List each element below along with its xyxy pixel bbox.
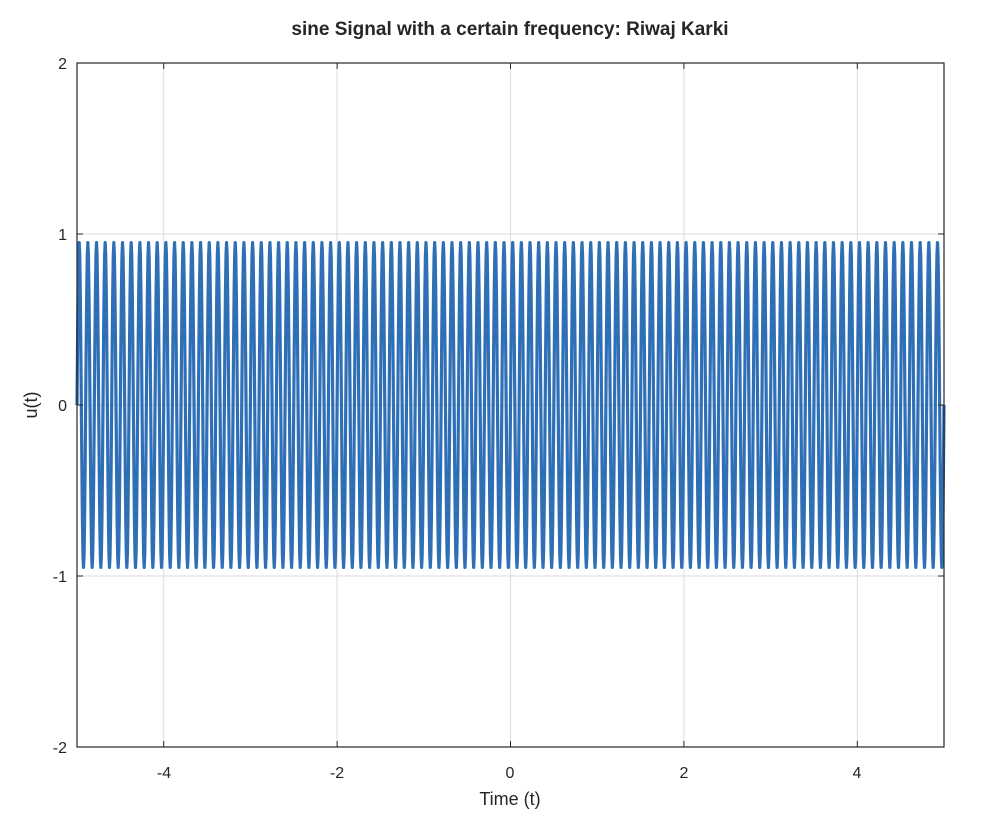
x-tick-label: -4 <box>157 765 171 782</box>
y-tick-label: -1 <box>53 569 67 586</box>
x-tick-label: -2 <box>330 765 344 782</box>
y-tick-label: 1 <box>58 227 67 244</box>
x-axis-label: Time (t) <box>479 789 540 809</box>
y-axis-label: u(t) <box>21 392 41 419</box>
y-tick-label: 0 <box>58 398 67 415</box>
y-tick-label: 2 <box>58 56 67 73</box>
x-axis-ticks: -4 -2 0 2 4 <box>157 63 862 782</box>
signal-series <box>75 240 946 570</box>
x-tick-label: 2 <box>680 765 689 782</box>
x-tick-label: 0 <box>506 765 515 782</box>
chart-title: sine Signal with a certain frequency: Ri… <box>291 19 728 40</box>
sine-signal-line <box>75 240 946 570</box>
y-axis-ticks: 2 1 0 -1 -2 <box>53 56 944 757</box>
y-tick-label: -2 <box>53 740 67 757</box>
x-tick-label: 4 <box>853 765 862 782</box>
